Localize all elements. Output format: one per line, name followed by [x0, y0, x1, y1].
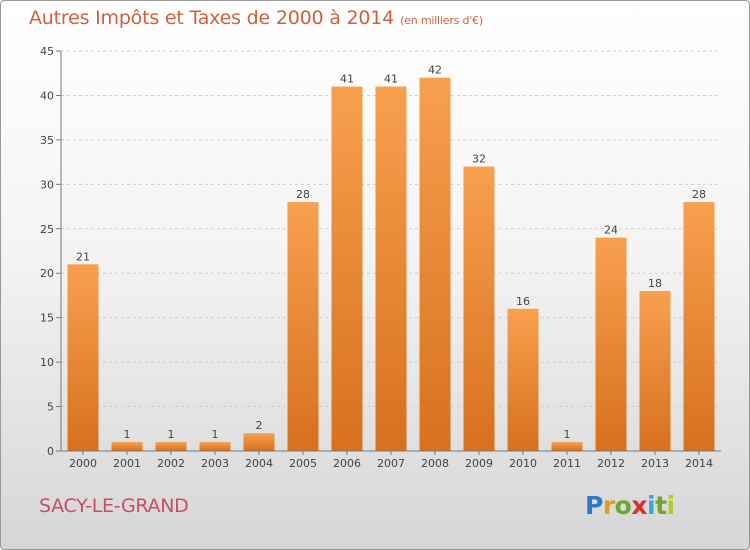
y-tick-label-45: 45 — [40, 45, 54, 58]
chart-title: Autres Impôts et Taxes de 2000 à 2014 (en… — [29, 7, 483, 29]
value-label-2007: 41 — [384, 73, 398, 86]
bar-2000 — [67, 264, 99, 451]
x-tick-label-2004: 2004 — [245, 457, 273, 470]
bar-2002 — [155, 442, 187, 451]
x-tick-label-2009: 2009 — [465, 457, 493, 470]
location-name: SACY-LE-GRAND — [39, 495, 189, 517]
value-label-2014: 28 — [692, 188, 706, 201]
value-label-2003: 1 — [212, 428, 219, 441]
y-tick-label-30: 30 — [40, 178, 54, 191]
logo-letter-p: P — [585, 491, 603, 520]
bar-2011 — [551, 442, 583, 451]
value-label-2011: 1 — [564, 428, 571, 441]
bar-2001 — [111, 442, 143, 451]
bar-2013 — [639, 291, 671, 451]
y-tick-label-25: 25 — [40, 223, 54, 236]
value-label-2001: 1 — [124, 428, 131, 441]
x-tick-label-2002: 2002 — [157, 457, 185, 470]
x-tick-label-2001: 2001 — [113, 457, 141, 470]
value-label-2004: 2 — [256, 419, 263, 432]
value-label-2008: 42 — [428, 64, 442, 77]
value-label-2005: 28 — [296, 188, 310, 201]
logo-letter-r: r — [602, 491, 615, 520]
logo-letter-o: o — [614, 491, 632, 520]
value-label-2012: 24 — [604, 224, 618, 237]
value-label-2002: 1 — [168, 428, 175, 441]
x-tick-label-2006: 2006 — [333, 457, 361, 470]
logo-letter-t: t — [655, 491, 667, 520]
x-tick-label-2007: 2007 — [377, 457, 405, 470]
labels: 0510152025303540452120001200112002120032… — [40, 45, 713, 470]
x-tick-label-2003: 2003 — [201, 457, 229, 470]
y-tick-label-35: 35 — [40, 134, 54, 147]
value-label-2000: 21 — [76, 250, 90, 263]
bar-2010 — [507, 308, 539, 451]
logo-letter-i: i — [647, 491, 656, 520]
bars — [67, 77, 715, 452]
chart-title-text: Autres Impôts et Taxes de 2000 à 2014 — [29, 7, 395, 29]
y-tick-label-10: 10 — [40, 356, 54, 369]
bar-2007 — [375, 86, 407, 452]
bar-2009 — [463, 166, 495, 452]
value-label-2010: 16 — [516, 295, 530, 308]
x-tick-label-2008: 2008 — [421, 457, 449, 470]
axes — [56, 50, 721, 455]
x-tick-label-2013: 2013 — [641, 457, 669, 470]
value-label-2013: 18 — [648, 277, 662, 290]
bar-2012 — [595, 237, 627, 451]
x-tick-label-2005: 2005 — [289, 457, 317, 470]
bar-2014 — [683, 202, 715, 451]
y-tick-label-20: 20 — [40, 267, 54, 280]
bar-2008 — [419, 77, 451, 452]
bar-2005 — [287, 202, 319, 451]
x-tick-label-2014: 2014 — [685, 457, 713, 470]
chart-title-unit: (en milliers d'€) — [400, 14, 483, 27]
logo-letter-i2: i — [666, 491, 676, 520]
bar-2004 — [243, 433, 275, 451]
y-tick-label-15: 15 — [40, 312, 54, 325]
x-tick-label-2011: 2011 — [553, 457, 581, 470]
logo-letter-x: x — [631, 491, 647, 520]
x-tick-label-2010: 2010 — [509, 457, 537, 470]
y-tick-label-0: 0 — [47, 445, 54, 458]
x-tick-label-2012: 2012 — [597, 457, 625, 470]
bar-2003 — [199, 442, 231, 451]
value-label-2006: 41 — [340, 73, 354, 86]
y-tick-label-5: 5 — [47, 401, 54, 414]
x-tick-label-2000: 2000 — [69, 457, 97, 470]
bar-2006 — [331, 86, 363, 452]
value-label-2009: 32 — [472, 153, 486, 166]
proxiti-logo: Proxiti — [585, 491, 675, 520]
y-tick-label-40: 40 — [40, 89, 54, 102]
